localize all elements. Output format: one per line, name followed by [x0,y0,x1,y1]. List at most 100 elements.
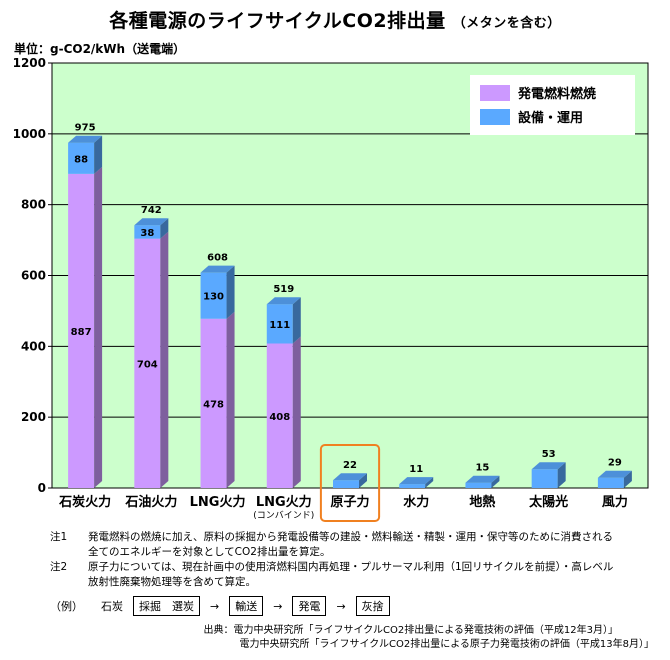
unit-label: 単位：g-CO2/kWh（送電端） [14,42,186,56]
flow-step-ash-disposal: 灰捨 [355,596,390,616]
arrow-right-icon: → [273,599,283,613]
segment-value-label: 130 [203,292,224,303]
bar-top [531,462,566,470]
highlight-box [319,444,381,522]
bar-segment-facility [134,225,161,239]
bar-segment-fuel [68,173,95,488]
bar-side [359,473,367,488]
bar-segment-facility [531,469,558,488]
source-citation: 出典：電力中央研究所「ライフサイクルCO2排出量による発電技術の評価（平成12年… [203,624,654,652]
x-tick-sublabel: (コンバインド) [253,510,314,521]
bar-segment-facility [597,477,624,488]
segment-value-label: 38 [140,228,154,239]
example-flow: （例） 石炭 採掘 選炭 → 輸送 → 発電 → 灰捨 [50,596,394,616]
example-source: 石炭 [101,600,123,613]
x-tick-label: 風力 [602,494,628,510]
source-line-1: 出典：電力中央研究所「ライフサイクルCO2排出量による発電技術の評価（平成12年… [203,625,618,636]
y-tick-label: 800 [21,198,46,212]
bar-top [333,473,367,481]
legend-label: 発電燃料燃焼 [517,86,596,102]
bar-top [200,265,235,273]
bar-segment-facility [399,484,426,488]
bar-segment-fuel [134,238,161,488]
x-tick-label: 石油火力 [124,494,177,510]
note-1-line-1: 発電燃料の燃焼に加え、原料の採掘から発電設備等の建設・燃料輸送・精製・運用・保守… [88,531,613,543]
chart-subtitle: （メタンを含む） [452,16,561,31]
segment-value-label: 704 [137,359,158,370]
bar-side [425,477,434,488]
flow-step-mining: 採掘 選炭 [133,596,200,616]
total-value-label: 11 [409,464,423,475]
x-tick-label: 太陽光 [528,494,568,510]
segment-value-label: 88 [74,154,88,165]
bar-side [292,336,301,488]
x-tick-label: 石炭火力 [58,494,111,510]
note-1-line-2: 全てのエネルギーを対象としてCO2排出量を算定。 [88,546,331,558]
x-tick-label: LNG火力 [256,494,312,510]
source-line-2: 電力中央研究所「ライフサイクルCO2排出量による原子力発電技術の評価（平成13年… [239,639,654,650]
total-value-label: 608 [207,253,228,264]
note-1-key: 注1 [50,531,68,543]
bar-segment-facility [266,304,293,344]
x-tick-label: 原子力 [330,494,369,510]
total-value-label: 15 [475,463,489,474]
bar-side [94,135,103,174]
bar-side [623,470,632,488]
note-2-line-1: 原子力については、現在計画中の使用済燃料国内再処理・プルサーマル利用（1回リサイ… [88,561,614,573]
bar-side [160,218,169,239]
bar-segment-facility [465,482,492,488]
flow-step-generation: 発電 [292,596,327,616]
total-value-label: 975 [75,123,96,134]
bar-top [399,477,434,485]
y-tick-label: 200 [21,410,46,424]
legend-box [470,75,635,135]
bar-top [266,297,301,305]
note-2-line-2: 放射性廃棄物処理等を含めて算定。 [88,576,256,588]
y-tick-label: 400 [21,339,46,353]
bar-segment-facility [68,142,95,174]
total-value-label: 53 [542,449,556,460]
legend-label: 設備・運用 [518,110,583,126]
note-2-key: 注2 [50,561,68,573]
note-1: 注1 発電燃料の燃焼に加え、原料の採掘から発電設備等の建設・燃料輸送・精製・運用… [50,530,660,560]
note-2-text: 原子力については、現在計画中の使用済燃料国内再処理・プルサーマル利用（1回リサイ… [88,560,613,590]
segment-value-label: 111 [269,320,290,331]
bar-side [491,475,500,488]
bar-segment-fuel [266,343,293,488]
bar-segment-facility [333,480,359,488]
bar-side [292,297,301,344]
bar-side [226,265,235,319]
chart-title: 各種電源のライフサイクルCO2排出量 （メタンを含む） [0,6,670,33]
bar-side [557,462,566,488]
total-value-label: 22 [343,460,357,471]
example-label: （例） [50,600,83,613]
bar-side [160,231,169,488]
bar-top [134,218,169,226]
total-value-label: 29 [608,458,622,469]
arrow-right-icon: → [210,599,220,613]
notes: 注1 発電燃料の燃焼に加え、原料の採掘から発電設備等の建設・燃料輸送・精製・運用… [50,530,660,590]
chart-title-text: 各種電源のライフサイクルCO2排出量 [109,10,446,32]
flow-step-transport: 輸送 [229,596,264,616]
bar-side [226,311,235,488]
x-tick-label: 地熱 [469,494,495,510]
y-tick-label: 1200 [13,56,46,70]
stacked-bar-chart: 0 200 400 600 800 1000 1200 887 88 975 石炭火力 704 38 74… [13,56,649,522]
x-tick-label: LNG火力 [190,494,246,510]
legend-swatch [480,85,510,101]
note-1-text: 発電燃料の燃焼に加え、原料の採掘から発電設備等の建設・燃料輸送・精製・運用・保守… [88,530,613,560]
bar-top [68,135,103,143]
total-value-label: 742 [141,205,162,216]
legend-swatch [480,109,510,125]
total-value-label: 519 [273,284,294,295]
bar-segment-facility [200,272,227,319]
segment-value-label: 887 [71,327,92,338]
segment-value-label: 478 [203,399,224,410]
bar-top [465,475,500,483]
y-tick-label: 600 [21,269,46,283]
note-2: 注2 原子力については、現在計画中の使用済燃料国内再処理・プルサーマル利用（1回… [50,560,660,590]
x-tick-label: 水力 [403,494,429,510]
bar-segment-fuel [200,318,227,488]
y-tick-label: 0 [38,481,46,495]
y-tick-label: 1000 [13,127,46,141]
